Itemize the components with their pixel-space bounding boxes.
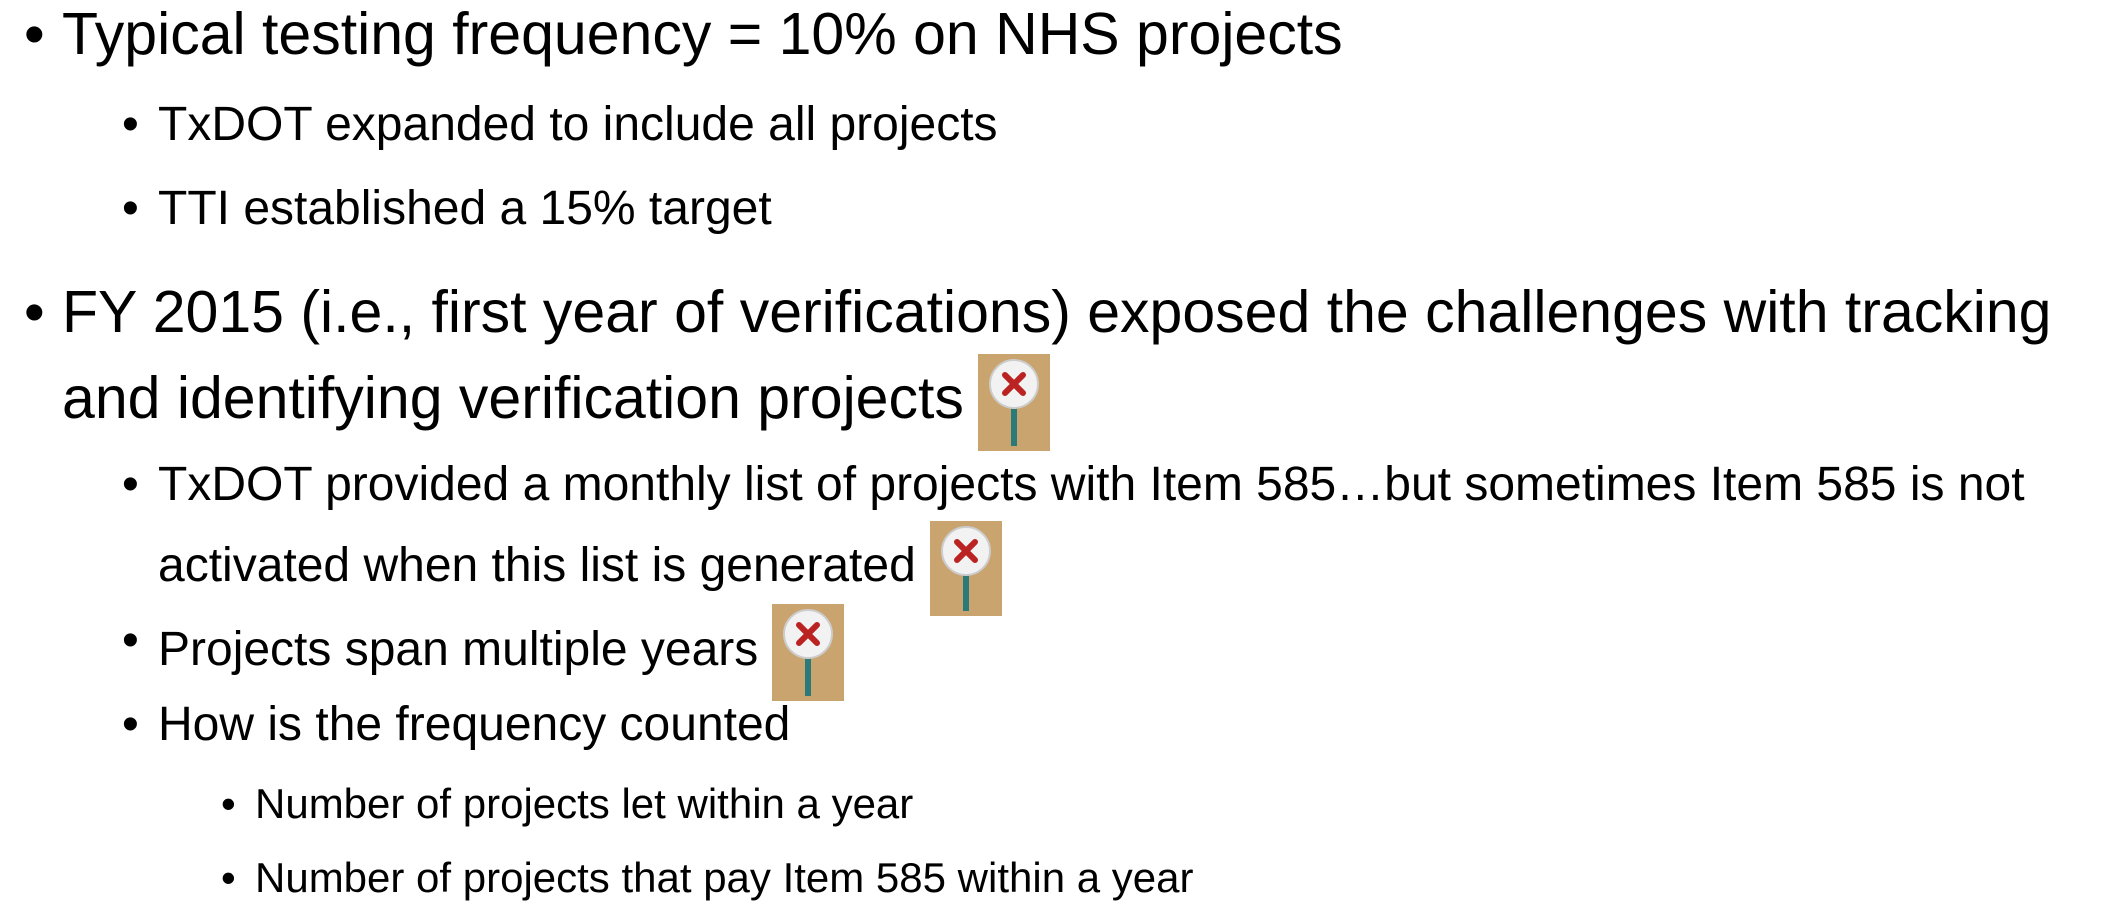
bullet: • Number of projects let within a year: [221, 774, 2098, 834]
bullet-dot: •: [221, 854, 236, 901]
bullet: • Number of projects that pay Item 585 wi…: [221, 848, 2098, 908]
bullet: • TxDOT provided a monthly list of projec…: [122, 448, 2098, 616]
bullet-text: TxDOT provided a monthly list of project…: [158, 458, 2025, 593]
bullet: • TxDOT expanded to include all projects: [122, 88, 2098, 161]
pin-icon: [772, 604, 845, 701]
bullet-dot: •: [122, 614, 139, 667]
bullet-dot: •: [122, 698, 139, 751]
bullet: • How is the frequency counted: [122, 688, 2098, 761]
bullet: • FY 2015 (i.e., first year of verificati…: [24, 270, 2098, 451]
bullet-text: Number of projects that pay Item 585 wit…: [255, 854, 1194, 901]
bullet-text: FY 2015 (i.e., first year of verificatio…: [62, 279, 2052, 432]
bullet-text: Projects span multiple years: [158, 623, 759, 677]
bullet-dot: •: [221, 780, 236, 827]
bullet-text: How is the frequency counted: [158, 698, 791, 751]
bullet-dot: •: [24, 279, 45, 345]
bullet-dot: •: [122, 182, 139, 235]
pin-icon: [977, 354, 1050, 451]
bullet: • TTI established a 15% target: [122, 172, 2098, 245]
bullet: • Projects span multiple years: [122, 604, 2098, 701]
bullet-text: Number of projects let within a year: [255, 780, 914, 827]
bullet-text: TxDOT expanded to include all projects: [158, 98, 998, 151]
bullet-dot: •: [122, 98, 139, 151]
pin-icon: [929, 521, 1002, 616]
bullet: • Typical testing frequency = 10% on NHS …: [24, 0, 2098, 76]
bullet-dot: •: [24, 1, 45, 67]
bullet-text: Typical testing frequency = 10% on NHS p…: [62, 1, 1343, 67]
bullet-text: TTI established a 15% target: [158, 182, 772, 235]
bullet-dot: •: [122, 458, 139, 511]
